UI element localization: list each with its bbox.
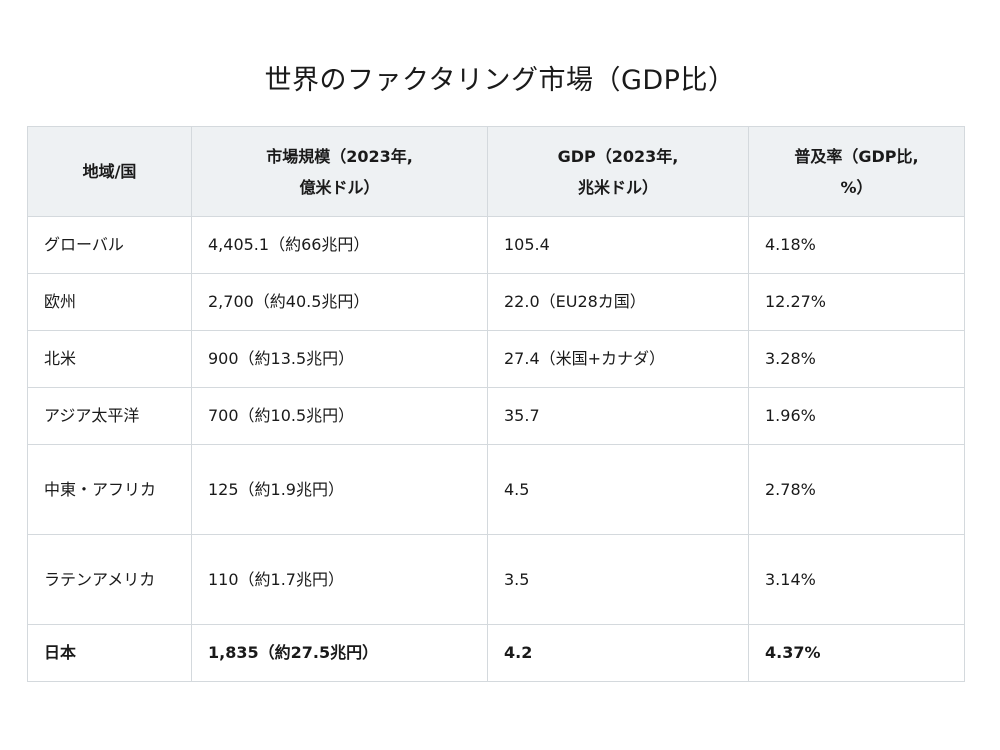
table-row: アジア太平洋 700（約10.5兆円） 35.7 1.96% bbox=[27, 387, 965, 445]
cell-gdp: 4.5 bbox=[487, 444, 749, 535]
cell-market-size: 700（約10.5兆円） bbox=[191, 387, 488, 445]
header-penetration: 普及率（GDP比,%） bbox=[748, 126, 965, 217]
cell-region: 日本 bbox=[27, 624, 192, 682]
cell-region: 北米 bbox=[27, 330, 192, 388]
cell-gdp: 4.2 bbox=[487, 624, 749, 682]
factoring-market-table: 地域/国 市場規模（2023年, 億米ドル） GDP（2023年, 兆米ドル） 普及… bbox=[27, 126, 965, 682]
cell-region: 中東・アフリカ bbox=[27, 444, 192, 535]
cell-market-size: 900（約13.5兆円） bbox=[191, 330, 488, 388]
cell-penetration: 3.28% bbox=[748, 330, 965, 388]
cell-penetration: 3.14% bbox=[748, 534, 965, 625]
cell-market-size: 2,700（約40.5兆円） bbox=[191, 273, 488, 331]
cell-region: ラテンアメリカ bbox=[27, 534, 192, 625]
cell-gdp: 22.0（EU28カ国） bbox=[487, 273, 749, 331]
table-row: 欧州 2,700（約40.5兆円） 22.0（EU28カ国） 12.27% bbox=[27, 273, 965, 331]
header-gdp: GDP（2023年, 兆米ドル） bbox=[487, 126, 749, 217]
cell-region: アジア太平洋 bbox=[27, 387, 192, 445]
cell-gdp: 27.4（米国+カナダ） bbox=[487, 330, 749, 388]
cell-market-size: 4,405.1（約66兆円） bbox=[191, 216, 488, 274]
table-row: 中東・アフリカ 125（約1.9兆円） 4.5 2.78% bbox=[27, 444, 965, 535]
cell-region: グローバル bbox=[27, 216, 192, 274]
cell-penetration: 2.78% bbox=[748, 444, 965, 535]
cell-gdp: 35.7 bbox=[487, 387, 749, 445]
cell-gdp: 105.4 bbox=[487, 216, 749, 274]
cell-market-size: 125（約1.9兆円） bbox=[191, 444, 488, 535]
header-market-size: 市場規模（2023年, 億米ドル） bbox=[191, 126, 488, 217]
cell-market-size: 110（約1.7兆円） bbox=[191, 534, 488, 625]
cell-penetration: 1.96% bbox=[748, 387, 965, 445]
table-row: ラテンアメリカ 110（約1.7兆円） 3.5 3.14% bbox=[27, 534, 965, 625]
cell-penetration: 4.18% bbox=[748, 216, 965, 274]
cell-penetration: 12.27% bbox=[748, 273, 965, 331]
cell-gdp: 3.5 bbox=[487, 534, 749, 625]
header-region: 地域/国 bbox=[27, 126, 192, 217]
cell-market-size: 1,835（約27.5兆円） bbox=[191, 624, 488, 682]
table-row-japan: 日本 1,835（約27.5兆円） 4.2 4.37% bbox=[27, 624, 965, 682]
header-row: 地域/国 市場規模（2023年, 億米ドル） GDP（2023年, 兆米ドル） 普及… bbox=[27, 126, 965, 217]
cell-region: 欧州 bbox=[27, 273, 192, 331]
table-row: グローバル 4,405.1（約66兆円） 105.4 4.18% bbox=[27, 216, 965, 274]
cell-penetration: 4.37% bbox=[748, 624, 965, 682]
table-row: 北米 900（約13.5兆円） 27.4（米国+カナダ） 3.28% bbox=[27, 330, 965, 388]
page-title: 世界のファクタリング市場（GDP比） bbox=[264, 65, 736, 96]
